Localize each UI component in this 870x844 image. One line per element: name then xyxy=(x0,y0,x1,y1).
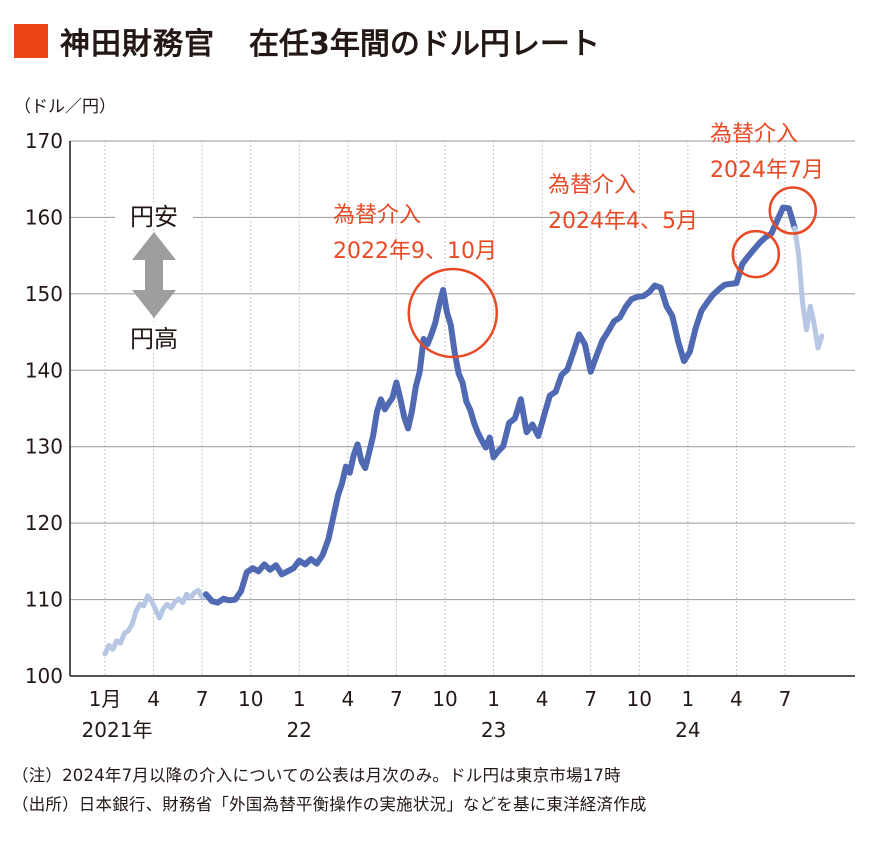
y-tick-label-120: 120 xyxy=(25,511,63,535)
annotation-date-intervention-2022: 2022年9、10月 xyxy=(333,239,497,264)
arrow-label-down-bg xyxy=(115,322,193,350)
footnote-source: （出所）日本銀行、財務省「外国為替平衡操作の実施状況」などを基に東洋経済作成 xyxy=(12,795,647,814)
x-year-label-12: 24 xyxy=(675,718,700,742)
x-tick-label-14: 7 xyxy=(779,687,792,711)
series-line-0 xyxy=(102,587,209,657)
annotation-title-intervention-2024-apr-may: 為替介入 xyxy=(548,173,636,198)
y-tick-label-170: 170 xyxy=(25,129,63,153)
annotation-date-intervention-2024-jul: 2024年7月 xyxy=(710,158,824,183)
y-tick-label-160: 160 xyxy=(25,205,63,229)
title-bar: 神田財務官 在任3年間のドル円レート xyxy=(14,18,600,64)
series-line-2 xyxy=(792,225,825,351)
x-tick-label-3: 10 xyxy=(238,687,263,711)
x-tick-label-13: 4 xyxy=(730,687,743,711)
annotation-date-intervention-2024-apr-may: 2024年4、5月 xyxy=(548,209,698,234)
x-tick-label-5: 4 xyxy=(341,687,354,711)
x-tick-label-8: 1 xyxy=(487,687,500,711)
x-tick-label-0: 1月 xyxy=(89,687,122,711)
arrow-label-yen-weak: 円安 xyxy=(130,203,178,231)
double-arrow-icon xyxy=(132,232,176,318)
y-tick-label-110: 110 xyxy=(25,588,63,612)
arrow-label-up-bg xyxy=(115,203,193,229)
y-tick-label-150: 150 xyxy=(25,282,63,306)
annotation-circle-intervention-2024-jul xyxy=(768,186,818,235)
annotation-title-intervention-2024-jul: 為替介入 xyxy=(710,122,798,147)
x-tick-label-9: 4 xyxy=(536,687,549,711)
x-tick-label-7: 10 xyxy=(432,687,457,711)
x-tick-label-4: 1 xyxy=(293,687,306,711)
x-year-label-0: 2021年 xyxy=(82,718,153,742)
annotation-circle-intervention-2022 xyxy=(407,267,499,359)
x-tick-label-6: 7 xyxy=(390,687,403,711)
x-tick-label-11: 10 xyxy=(627,687,652,711)
arrow-label-yen-strong: 円高 xyxy=(130,325,178,353)
y-tick-label-130: 130 xyxy=(25,435,63,459)
annotation-circle-intervention-2024-apr-may xyxy=(731,229,781,279)
series-line-1 xyxy=(203,204,798,606)
x-year-label-8: 23 xyxy=(481,718,506,742)
title-accent-square xyxy=(14,24,48,58)
y-tick-label-100: 100 xyxy=(25,664,63,688)
x-tick-label-2: 7 xyxy=(196,687,209,711)
x-year-label-4: 22 xyxy=(287,718,312,742)
x-tick-label-10: 7 xyxy=(584,687,597,711)
footnote-note: （注）2024年7月以降の介入についての公表は月次のみ。ドル円は東京市場17時 xyxy=(12,766,621,785)
y-axis-unit-label: （ドル／円） xyxy=(14,97,116,117)
page-title: 神田財務官 xyxy=(60,27,215,62)
x-tick-label-1: 4 xyxy=(147,687,160,711)
y-tick-label-140: 140 xyxy=(25,358,63,382)
x-tick-label-12: 1 xyxy=(681,687,694,711)
page-subtitle: 在任3年間のドル円レート xyxy=(249,27,600,62)
annotation-title-intervention-2022: 為替介入 xyxy=(333,203,421,228)
